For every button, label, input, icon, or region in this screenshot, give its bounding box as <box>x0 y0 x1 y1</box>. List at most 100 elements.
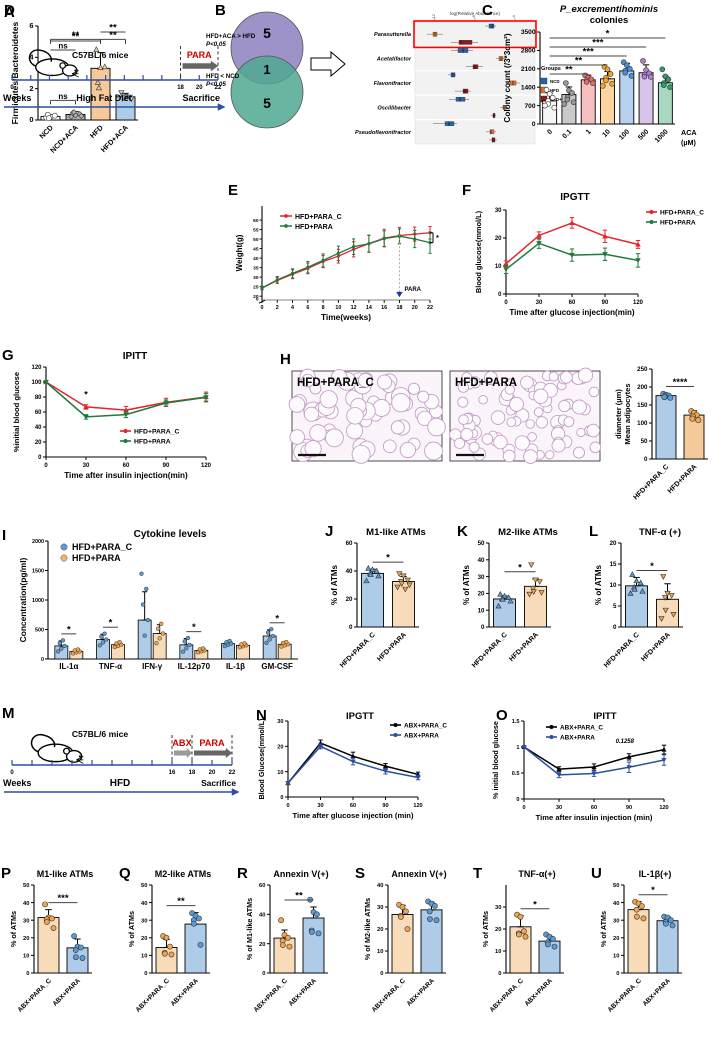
bar <box>137 619 152 660</box>
data-point <box>662 607 669 614</box>
y-tick-label: 10 <box>610 582 617 589</box>
bar <box>656 920 679 974</box>
x-category-label: 10 <box>601 128 612 139</box>
legend-label: HFD+PARA_C <box>134 429 179 436</box>
treatment-label-abx: ABX <box>172 738 192 748</box>
adipocyte-cell <box>571 399 587 415</box>
panel-s-title: Annexin V(+) <box>391 869 447 879</box>
venn-circle-bottom <box>230 55 304 129</box>
data-point <box>187 642 192 647</box>
panel-i-label: I <box>2 527 7 544</box>
adipocyte-cell <box>457 396 469 408</box>
x-tick-label: 6 <box>306 305 309 311</box>
data-point <box>290 271 295 275</box>
y-tick-label: 30 <box>495 905 501 911</box>
panel-i-title: Cytokine levels <box>133 529 207 540</box>
data-point <box>44 919 50 925</box>
data-point <box>180 649 186 654</box>
panel-t-label: T <box>473 865 483 882</box>
panel-g: G IPITT 0 20 40 60 80 100 120 0 30 60 90 120 Time af… <box>0 345 250 505</box>
y-tick-label: 10 <box>23 954 29 960</box>
x-axis-label: Time(weeks) <box>321 312 371 322</box>
data-point <box>102 631 107 636</box>
panel-j: J M1-like ATMs 0 20 40 60 % of ATMs HFD+PARA_… <box>323 505 458 685</box>
bar <box>302 917 325 974</box>
y-tick-label: 1000 <box>32 598 44 604</box>
data-point <box>543 87 550 93</box>
panel-s-label: S <box>355 865 366 882</box>
significance-mark: ** <box>109 23 117 34</box>
legend-label: ABX+PARA_C <box>404 723 447 730</box>
y-tick-label: 10 <box>141 954 147 960</box>
y-tick-label: 1.5 <box>512 719 520 725</box>
data-point <box>631 585 638 592</box>
data-point <box>607 71 614 77</box>
arrow-right-icon <box>310 50 346 78</box>
data-point <box>399 904 406 910</box>
y-tick-label: 0 <box>532 121 536 128</box>
adipocyte-cell <box>481 433 494 445</box>
data-point <box>70 109 77 116</box>
legend-marker <box>284 224 288 228</box>
data-point <box>505 594 512 600</box>
y-tick-label: 40 <box>377 883 383 889</box>
x-tick-label: 0 <box>504 300 508 306</box>
data-point <box>315 930 322 937</box>
y-tick-label: 10 <box>277 770 283 776</box>
x-category-label: ABX+PARA_C <box>17 977 54 1014</box>
x-tick-label: 4 <box>291 305 294 311</box>
data-point <box>78 944 84 951</box>
x-tick-label: 60 <box>350 803 356 809</box>
data-point <box>550 936 556 942</box>
adipocyte-cell <box>372 398 391 417</box>
data-point <box>43 379 49 385</box>
x-category-label: ABX+PARA_C <box>489 977 526 1014</box>
data-point <box>265 630 271 635</box>
panel-u: U IL-1β(+) 0 10 20 30 40 50 % of ATMs ABX+PARA_… <box>590 845 720 1038</box>
panel-b: B 5 1 5 HFD+ACA > HFD P<0.05 HFD < NCD P<0.05 l… <box>205 0 572 180</box>
data-point <box>83 414 89 420</box>
x-tick-label: 120 <box>633 300 644 306</box>
panel-n-chart: 0 10 20 30 0 30 60 90 120 Time after glucose inje… <box>257 718 447 820</box>
panel-c-label: C <box>482 2 493 19</box>
data-point <box>280 942 286 949</box>
boxplot-box <box>489 129 495 135</box>
x-category-label: ABX+PARA <box>406 977 437 1008</box>
data-point <box>200 646 206 651</box>
y-axis-label: Colony count (/3*3cm²) <box>503 33 512 122</box>
treatment-arrow-head-para <box>225 747 233 759</box>
x-category-label: IL-1α <box>59 662 78 671</box>
legend-marker <box>60 554 68 562</box>
panel-h: H 0 50 100 150 200 250 HFD+PARA_C HFD+PARA **** M… <box>250 345 722 505</box>
y-tick-label: 20 <box>35 440 42 446</box>
significance-mark: ** <box>575 56 583 67</box>
significance-mark: * <box>386 553 390 564</box>
x-category-label: HFD+PARA_C <box>471 631 509 669</box>
timeline-tick-label: 0 <box>10 770 14 776</box>
x-tick-label: 120 <box>659 805 668 811</box>
data-point <box>382 237 386 241</box>
data-point <box>99 634 104 639</box>
panel-h-chart: 050100150200250HFD+PARA_CHFD+PARA****Mea… <box>288 366 708 501</box>
data-point <box>375 572 382 579</box>
data-point <box>402 586 409 593</box>
timeline-mouse-label: C57BL/6 mice <box>72 729 129 739</box>
y-tick-label: 20 <box>346 596 353 603</box>
y-tick-label: 10 <box>495 264 502 270</box>
data-point <box>622 69 628 76</box>
adipocyte-cell <box>382 439 397 454</box>
taxon-label: Pseudoflavonifractor <box>355 130 412 136</box>
data-point <box>404 577 411 584</box>
x-tick-label: 16 <box>381 305 387 311</box>
data-point <box>123 412 129 418</box>
y-tick-label: 120 <box>31 365 42 371</box>
legend-marker <box>393 732 398 738</box>
y-axis-label: % of ATMs <box>462 564 471 605</box>
adipocyte-cell <box>573 446 585 459</box>
x-tick-label: 60 <box>569 300 576 306</box>
data-point <box>667 84 673 90</box>
bar <box>580 79 596 125</box>
data-point <box>561 101 568 107</box>
x-tick-label: 10 <box>335 305 341 311</box>
data-point <box>661 757 667 763</box>
